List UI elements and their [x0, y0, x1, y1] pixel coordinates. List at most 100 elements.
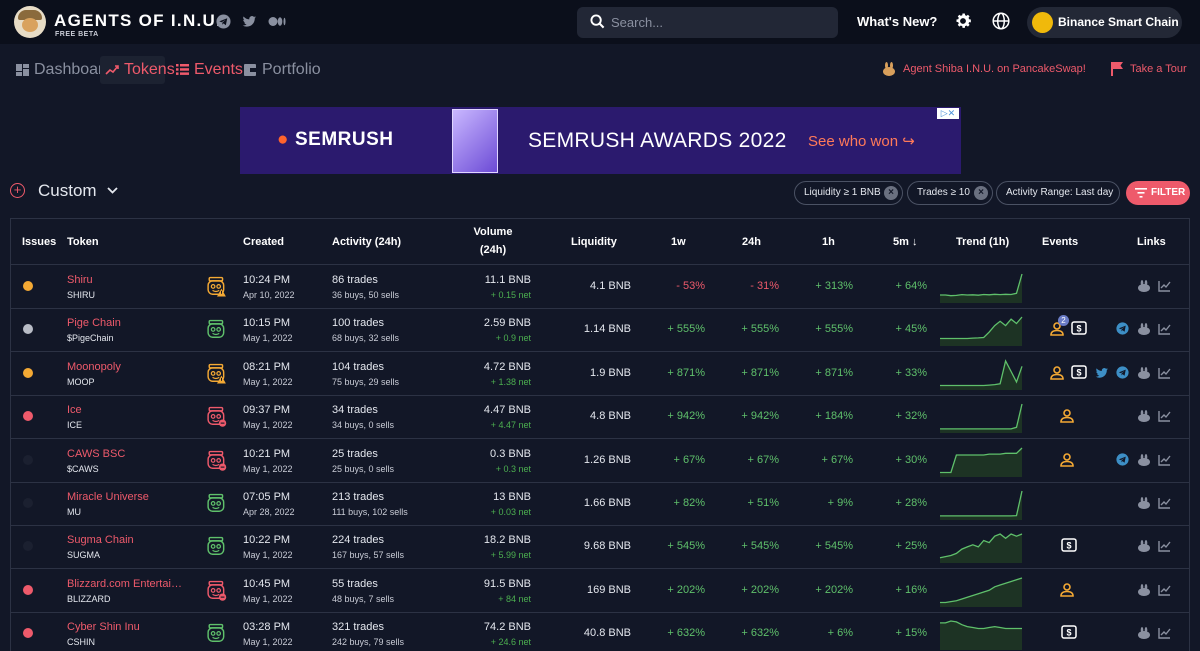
col-1h[interactable]: 1h [822, 236, 835, 248]
pancake-icon[interactable] [1137, 539, 1151, 557]
pancake-icon[interactable] [1137, 453, 1151, 471]
nav-portfolio[interactable]: Portfolio [242, 56, 321, 84]
telegram-icon[interactable] [1116, 453, 1129, 471]
chain-selector[interactable]: Binance Smart Chain [1027, 7, 1182, 38]
take-tour-link[interactable]: Take a Tour [1130, 63, 1187, 75]
col-token[interactable]: Token [67, 236, 99, 248]
chart-icon[interactable] [1158, 453, 1171, 471]
pancake-icon[interactable] [1137, 409, 1151, 427]
pancakeswap-link[interactable]: Agent Shiba I.N.U. on PancakeSwap! [903, 63, 1086, 75]
col-volume[interactable]: Volume [473, 226, 513, 238]
token-name[interactable]: Ice [67, 404, 82, 417]
col-5m[interactable]: 5m ↓ [893, 236, 918, 248]
person-icon[interactable] [1059, 582, 1075, 603]
honeypot-jar-icon[interactable] [207, 363, 227, 390]
dollar-icon[interactable]: $ [1061, 625, 1077, 644]
search-box[interactable] [577, 7, 838, 38]
token-name[interactable]: CAWS BSC [67, 447, 126, 460]
pancake-icon[interactable] [1137, 279, 1151, 297]
pancake-icon[interactable] [1137, 366, 1151, 384]
nav-tokens[interactable]: Tokens [100, 56, 175, 84]
person-icon[interactable] [1059, 408, 1075, 429]
medium-icon[interactable] [268, 14, 287, 29]
telegram-icon[interactable] [1116, 322, 1129, 340]
honeypot-jar-icon[interactable] [207, 276, 227, 303]
filter-chip-trades[interactable]: Trades ≥ 10 × [907, 181, 993, 205]
chart-icon[interactable] [1158, 322, 1171, 340]
issue-dot[interactable] [23, 411, 33, 422]
dollar-icon[interactable]: $ [1061, 538, 1077, 557]
person-icon[interactable] [1059, 452, 1075, 473]
person-icon[interactable] [1049, 365, 1065, 386]
honeypot-jar-icon[interactable] [207, 406, 227, 433]
dollar-icon[interactable]: $ [1071, 321, 1087, 340]
chart-icon[interactable] [1158, 279, 1171, 297]
token-name[interactable]: Moonopoly [67, 360, 121, 373]
filter-chip-activity-range[interactable]: Activity Range: Last day [996, 181, 1120, 205]
filter-chip-liquidity[interactable]: Liquidity ≥ 1 BNB × [794, 181, 903, 205]
dollar-icon[interactable]: $ [1071, 365, 1087, 384]
view-selector[interactable]: Custom [38, 181, 97, 200]
table-row[interactable]: Cyber Shin Inu CSHIN 03:28 PM May 1, 2022 32… [11, 612, 1189, 651]
honeypot-jar-icon[interactable] [207, 580, 227, 607]
issue-dot[interactable] [23, 281, 33, 291]
issue-dot[interactable] [23, 498, 33, 508]
whats-new-link[interactable]: What's New? [857, 14, 938, 29]
table-row[interactable]: Shiru SHIRU 10:24 PM Apr 10, 2022 86 trades 3… [11, 265, 1189, 308]
chart-icon[interactable] [1158, 496, 1171, 514]
table-row[interactable]: Sugma Chain SUGMA 10:22 PM May 1, 2022 224 t… [11, 525, 1189, 568]
pancake-icon[interactable] [1137, 322, 1151, 340]
adchoices-icon[interactable]: ▷✕ [937, 108, 959, 119]
ad-banner[interactable]: ● SEMRUSH SEMRUSH AWARDS 2022 See who won… [240, 107, 961, 174]
gear-icon[interactable] [953, 11, 973, 31]
telegram-icon[interactable] [216, 14, 231, 29]
close-icon[interactable]: × [884, 186, 898, 200]
issue-dot[interactable] [23, 628, 33, 639]
add-view-icon[interactable]: + [10, 183, 25, 198]
issue-dot[interactable] [23, 541, 33, 552]
ad-cta[interactable]: See who won ↪ [808, 133, 915, 150]
issue-dot[interactable] [23, 367, 33, 378]
telegram-icon[interactable] [1116, 366, 1129, 384]
honeypot-jar-icon[interactable] [207, 319, 227, 346]
twitter-icon[interactable] [242, 14, 257, 29]
token-name[interactable]: Pige Chain [67, 317, 121, 330]
chart-icon[interactable] [1158, 626, 1171, 644]
search-input[interactable] [611, 13, 826, 31]
col-24h[interactable]: 24h [742, 236, 761, 248]
honeypot-jar-icon[interactable] [207, 450, 227, 477]
pancake-icon[interactable] [1137, 496, 1151, 514]
chart-icon[interactable] [1158, 409, 1171, 427]
token-name[interactable]: Cyber Shin Inu [67, 621, 140, 634]
agent-logo[interactable] [14, 6, 46, 38]
table-row[interactable]: Miracle Universe MU 07:05 PM Apr 28, 2022 21… [11, 482, 1189, 525]
chevron-down-icon[interactable] [107, 187, 118, 194]
table-row[interactable]: CAWS BSC $CAWS 10:21 PM May 1, 2022 25 trade… [11, 439, 1189, 482]
twitter-icon[interactable] [1095, 366, 1109, 384]
person-icon[interactable] [1049, 321, 1065, 342]
honeypot-jar-icon[interactable] [207, 493, 227, 520]
token-name[interactable]: Shiru [67, 274, 93, 286]
col-created[interactable]: Created [243, 236, 284, 248]
table-row[interactable]: Blizzard.com Entertainment BLIZZARD 10:45 … [11, 569, 1189, 612]
col-issues[interactable]: Issues [22, 236, 57, 248]
issue-dot[interactable] [23, 324, 33, 335]
col-1w[interactable]: 1w [671, 236, 686, 248]
nav-events[interactable]: Events [174, 56, 243, 84]
filter-button[interactable]: FILTER [1126, 181, 1190, 205]
nav-dashboard[interactable]: Dashboard [14, 56, 112, 84]
token-name[interactable]: Sugma Chain [67, 534, 134, 547]
issue-dot[interactable] [23, 584, 33, 595]
chart-icon[interactable] [1158, 583, 1171, 601]
issue-dot[interactable] [23, 454, 33, 465]
honeypot-jar-icon[interactable] [207, 623, 227, 650]
table-row[interactable]: Pige Chain $PigeChain 10:15 PM May 1, 2022 1… [11, 308, 1189, 351]
close-icon[interactable]: × [974, 186, 988, 200]
col-liquidity[interactable]: Liquidity [571, 236, 617, 248]
table-row[interactable]: Ice ICE 09:37 PM May 1, 2022 34 trades 34 buy… [11, 395, 1189, 438]
token-name[interactable]: Miracle Universe [67, 491, 149, 503]
pancake-icon[interactable] [1137, 583, 1151, 601]
table-row[interactable]: Moonopoly MOOP 08:21 PM May 1, 2022 104 trad… [11, 352, 1189, 395]
chart-icon[interactable] [1158, 366, 1171, 384]
token-name[interactable]: Blizzard.com Entertainment [67, 577, 185, 590]
